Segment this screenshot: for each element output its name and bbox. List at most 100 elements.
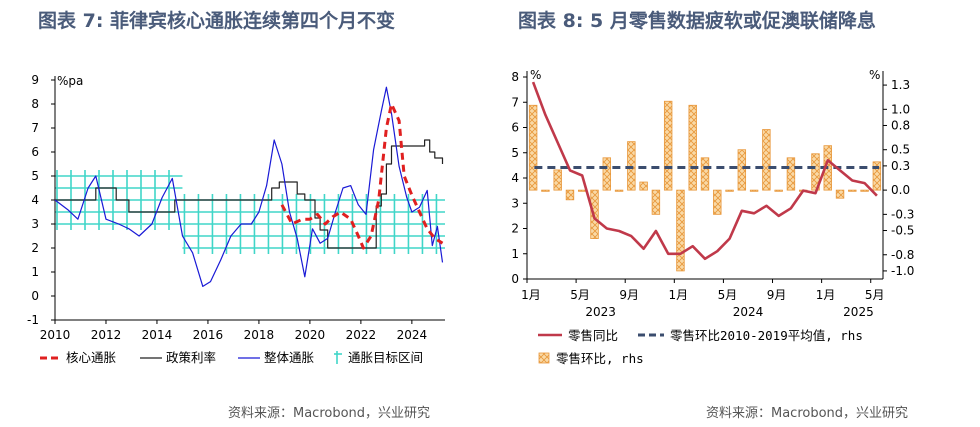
year-label: 2023 xyxy=(585,305,616,319)
y-tick-label: 7 xyxy=(31,121,39,135)
mom-bar xyxy=(737,149,747,191)
left-y-tick-label: 7 xyxy=(511,95,519,109)
y-tick-label: 2 xyxy=(31,241,39,255)
mom-bar xyxy=(848,189,857,192)
legend-label: 政策利率 xyxy=(166,350,216,365)
mom-bar xyxy=(786,157,796,191)
left-y-tick-label: 6 xyxy=(511,121,519,135)
y-tick-label: 4 xyxy=(31,193,39,207)
legend-label: 零售同比 xyxy=(568,328,618,343)
mom-bar xyxy=(528,104,538,191)
figure-7-panel: 图表 7: 菲律宾核心通胀连续第四个月不变 -1 0 1 2 3 4 5 6 7 8 9 2010 20… xyxy=(27,10,445,421)
left-y-tick-label: 5 xyxy=(511,146,519,160)
mom-bar xyxy=(614,189,624,192)
legend-label: 整体通胀 xyxy=(264,350,315,365)
x-tick-label: 5月 xyxy=(718,288,738,302)
right-y-tick-label: 0.3 xyxy=(891,159,910,173)
legend-policy-rate: 政策利率 xyxy=(140,350,216,365)
x-tick-label: 2012 xyxy=(91,328,122,342)
legend-swatch xyxy=(538,352,550,364)
headline-inflation-line xyxy=(54,86,444,287)
x-tick-label: 2010 xyxy=(40,328,71,342)
x-tick-label: 1月 xyxy=(816,288,836,302)
figure-title: 图表 7: 菲律宾核心通胀连续第四个月不变 xyxy=(38,10,396,32)
x-tick-label: 1月 xyxy=(668,288,688,302)
mom-bar xyxy=(688,104,697,191)
legend-average: 零售环比2010-2019平均值, rhs xyxy=(638,328,863,343)
right-y-tick-label: 1.0 xyxy=(891,102,910,116)
core-inflation-line xyxy=(280,102,444,250)
right-y-tick-label: 0.5 xyxy=(891,143,910,157)
legend-headline-inflation: 整体通胀 xyxy=(238,350,315,365)
left-y-tick-label: 3 xyxy=(511,196,519,210)
left-unit-label: % xyxy=(530,68,541,82)
year-label: 2025 xyxy=(843,305,874,319)
mom-bar xyxy=(725,189,734,192)
source-note: 资料来源：Macrobond，兴业研究 xyxy=(228,406,431,421)
left-y-tick-label: 4 xyxy=(511,171,519,185)
source-note: 资料来源：Macrobond，兴业研究 xyxy=(706,406,909,421)
legend-mom: 零售环比, rhs xyxy=(538,351,644,366)
y-unit-label: %pa xyxy=(57,74,83,88)
y-tick-label: 3 xyxy=(31,217,39,231)
left-y-tick-label: 8 xyxy=(511,70,519,84)
legend-label: 通胀目标区间 xyxy=(348,350,423,365)
left-y-tick-label: 2 xyxy=(511,222,519,236)
x-tick-label: 2016 xyxy=(193,328,224,342)
left-y-tick-label: 0 xyxy=(511,272,519,286)
y-tick-label: 9 xyxy=(31,73,39,87)
x-tick-label: 9月 xyxy=(767,288,787,302)
mom-bar xyxy=(663,100,673,191)
yoy-line xyxy=(531,81,878,261)
x-tick-label: 9月 xyxy=(619,288,639,302)
x-tick-label: 2022 xyxy=(346,328,377,342)
y-tick-label: 0 xyxy=(31,289,39,303)
target-band-1 xyxy=(182,194,445,254)
mom-bar xyxy=(578,189,587,192)
mom-bar xyxy=(651,189,661,215)
mom-bar xyxy=(541,189,550,192)
x-tick-label: 2024 xyxy=(397,328,428,342)
right-y-tick-label: -0.3 xyxy=(891,207,914,221)
right-unit-label: % xyxy=(869,68,880,82)
mom-bar xyxy=(872,161,882,191)
mom-bar xyxy=(860,189,869,192)
mom-bar xyxy=(627,141,636,191)
x-tick-label: 2020 xyxy=(295,328,326,342)
year-label: 2024 xyxy=(733,305,764,319)
right-y-tick-label: 1.3 xyxy=(891,78,910,92)
y-tick-label: 5 xyxy=(31,169,39,183)
legend-label: 零售环比2010-2019平均值, rhs xyxy=(670,328,863,343)
x-tick-label: 5月 xyxy=(865,288,885,302)
mom-bar xyxy=(774,189,783,192)
right-y-tick-label: -0.5 xyxy=(891,224,914,238)
mom-bar xyxy=(835,189,845,199)
mom-bar xyxy=(639,181,648,191)
left-y-tick-label: 1 xyxy=(511,247,519,261)
x-tick-label: 1月 xyxy=(521,288,541,302)
mom-bar xyxy=(565,189,575,201)
legend-label: 核心通胀 xyxy=(66,350,117,365)
right-y-tick-label: -1.0 xyxy=(891,264,914,278)
legend-label: 零售环比, rhs xyxy=(556,351,644,366)
y-tick-label: -1 xyxy=(27,313,39,327)
mom-bar xyxy=(553,169,562,191)
x-tick-label: 2014 xyxy=(142,328,173,342)
mom-bar xyxy=(676,189,685,272)
legend-core-inflation: 核心通胀 xyxy=(40,350,117,365)
legend-target-band: 通胀目标区间 xyxy=(334,350,423,365)
mom-bar xyxy=(749,189,759,192)
mom-bar xyxy=(713,189,722,215)
legend-yoy: 零售同比 xyxy=(538,328,618,343)
right-y-tick-label: 0.0 xyxy=(891,183,910,197)
x-tick-label: 2018 xyxy=(244,328,275,342)
x-tick-label: 5月 xyxy=(570,288,590,302)
retail-sales-chart: 0 1 2 3 4 5 6 7 8 -1.0 -0.8 -0.5 -0.3 0.0 0.3 0.5 0.8 1.0… xyxy=(511,68,914,366)
figure-8-panel: 图表 8: 5 月零售数据疲软或促澳联储降息 0 1 2 3 4 5 6 7 8 -1.0 -0.8… xyxy=(490,0,980,427)
figure-title: 图表 8: 5 月零售数据疲软或促澳联储降息 xyxy=(518,10,876,32)
right-y-tick-label: -0.8 xyxy=(891,248,914,262)
mom-bar xyxy=(762,129,771,191)
y-tick-label: 1 xyxy=(31,265,39,279)
y-tick-label: 8 xyxy=(31,97,39,111)
y-tick-label: 6 xyxy=(31,145,39,159)
